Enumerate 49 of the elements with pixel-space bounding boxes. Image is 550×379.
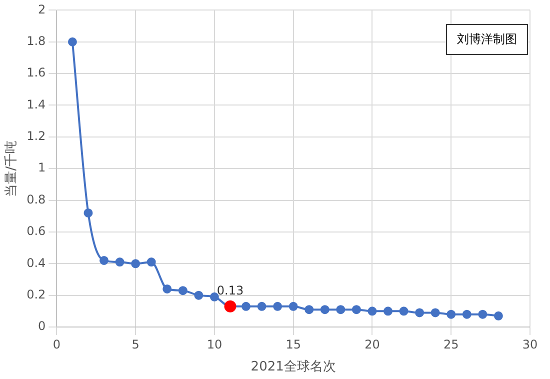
point	[304, 305, 314, 314]
point	[68, 37, 77, 46]
y-tick-label: 1.4	[26, 97, 46, 112]
point	[430, 308, 440, 318]
point	[146, 258, 156, 267]
point	[320, 305, 330, 314]
point	[162, 284, 172, 294]
x-tick-label: 0	[52, 337, 61, 352]
y-tick-label: 2	[38, 2, 46, 16]
point	[210, 292, 219, 302]
point	[368, 306, 377, 316]
point	[131, 259, 140, 268]
y-tick-label: 0.6	[26, 224, 46, 238]
y-tick-label: 1.8	[26, 34, 46, 48]
point	[462, 310, 472, 319]
y-tick-label: 0.2	[26, 287, 46, 302]
x-axis-title: 2021全球名次	[250, 360, 336, 375]
point	[115, 258, 124, 267]
point	[494, 311, 503, 320]
y-tick-label: 1	[38, 160, 46, 175]
point	[100, 256, 109, 265]
point	[288, 302, 298, 311]
point	[415, 308, 424, 318]
point	[257, 302, 266, 311]
point	[84, 208, 93, 218]
y-tick-label: 0.8	[26, 192, 46, 206]
y-tick-label: 1.6	[26, 66, 46, 80]
point	[384, 306, 393, 316]
point	[242, 302, 251, 311]
point	[178, 286, 188, 296]
y-tick-label: 0	[38, 319, 46, 334]
y-tick-label: 1.2	[26, 129, 46, 144]
data-label: 0.13	[216, 283, 244, 298]
y-tick-label: 0.4	[26, 256, 46, 270]
point	[478, 310, 488, 319]
y-axis-title: 当量/千吨	[4, 140, 20, 197]
x-tick-label: 20	[364, 337, 380, 352]
x-tick-label: 5	[132, 337, 140, 352]
point	[399, 306, 408, 316]
annotation: 刘博洋制图	[446, 24, 528, 55]
point	[446, 310, 456, 319]
x-tick-label: 10	[206, 337, 222, 352]
x-tick-label: 30	[522, 337, 538, 352]
point	[194, 290, 204, 300]
point	[273, 302, 282, 311]
point	[352, 305, 361, 314]
point	[336, 305, 346, 314]
x-tick-label: 15	[286, 337, 301, 352]
x-tick-label: 25	[443, 337, 459, 352]
